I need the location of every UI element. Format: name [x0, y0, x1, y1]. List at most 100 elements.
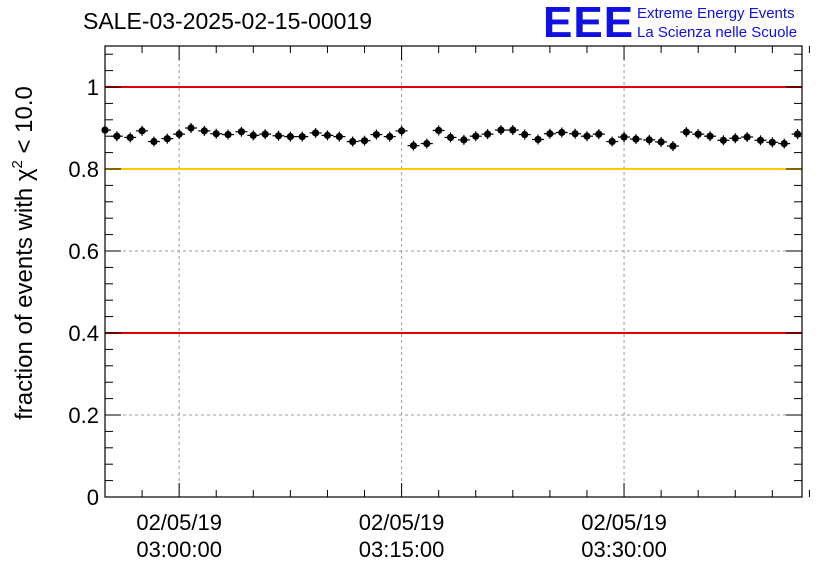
- data-point: [296, 131, 309, 142]
- data-point: [432, 125, 445, 136]
- data-point-marker: [126, 133, 134, 142]
- data-point: [147, 136, 160, 147]
- data-point: [580, 131, 593, 142]
- data-point: [494, 125, 507, 136]
- data-point-marker: [472, 132, 480, 140]
- data-point: [791, 129, 802, 140]
- data-point: [543, 128, 556, 139]
- data-point-marker: [460, 136, 468, 144]
- y-axis-label: fraction of events with χ2 < 10.0: [9, 86, 38, 420]
- x-tick-label-date: 02/05/19: [581, 510, 667, 535]
- data-point-marker: [237, 128, 246, 136]
- data-point-marker: [571, 130, 579, 138]
- data-point-marker: [546, 130, 554, 138]
- logo-line-2: La Scienza nelle Scuole: [637, 24, 798, 41]
- data-point-marker: [608, 137, 616, 146]
- data-point-marker: [212, 130, 220, 138]
- data-point: [729, 133, 742, 144]
- data-point: [717, 135, 730, 146]
- data-point: [395, 125, 408, 136]
- data-point-marker: [200, 127, 208, 135]
- data-point: [606, 136, 619, 147]
- data-point-marker: [261, 130, 269, 138]
- data-point: [198, 125, 211, 136]
- x-tick-label-time: 03:15:00: [359, 537, 445, 562]
- data-point-marker: [175, 130, 183, 138]
- data-point: [309, 127, 322, 138]
- data-point-marker: [497, 126, 505, 134]
- x-tick-label-time: 03:30:00: [581, 537, 667, 562]
- data-point: [272, 130, 285, 141]
- data-point-marker: [274, 132, 283, 140]
- data-point: [346, 136, 359, 147]
- data-point-marker: [249, 131, 257, 139]
- data-point: [333, 131, 346, 142]
- data-point: [247, 130, 260, 141]
- data-point: [383, 131, 396, 142]
- data-point: [284, 131, 297, 142]
- x-tick-label-time: 03:00:00: [136, 537, 222, 562]
- data-point: [457, 134, 470, 145]
- data-point: [321, 130, 334, 141]
- data-point: [754, 135, 767, 146]
- chart-title: SALE-03-2025-02-15-00019: [83, 8, 372, 34]
- data-point-marker: [669, 142, 677, 150]
- data-point: [629, 134, 642, 145]
- x-tick-label-date: 02/05/19: [136, 510, 222, 535]
- grid-lines: [105, 46, 802, 497]
- data-point-marker: [632, 135, 640, 143]
- data-point-marker: [224, 130, 232, 139]
- data-point-marker: [645, 136, 653, 144]
- data-point-marker: [793, 130, 802, 138]
- data-point-marker: [163, 135, 171, 143]
- data-point-marker: [620, 133, 628, 141]
- data-point-marker: [397, 127, 406, 135]
- data-point: [370, 129, 383, 140]
- data-point-marker: [138, 127, 146, 135]
- tick-labels: 00.20.40.60.8102/05/1903:00:0002/05/1903…: [68, 75, 666, 562]
- data-point: [741, 132, 754, 143]
- data-point: [407, 140, 420, 151]
- data-point: [569, 128, 582, 139]
- data-point: [259, 129, 272, 140]
- data-point: [185, 123, 198, 133]
- data-point: [110, 131, 123, 142]
- data-point: [124, 132, 137, 143]
- data-point: [469, 131, 482, 142]
- data-point-marker: [484, 130, 492, 138]
- data-point: [222, 129, 235, 140]
- data-point-marker: [731, 134, 739, 142]
- data-point: [592, 129, 605, 140]
- data-point-marker: [768, 138, 776, 146]
- data-point-marker: [682, 128, 690, 136]
- data-point: [235, 126, 248, 137]
- data-point-marker: [435, 126, 443, 135]
- data-point-marker: [386, 133, 394, 141]
- data-point-marker: [780, 139, 788, 148]
- data-point: [666, 141, 679, 152]
- x-tick-label-date: 02/05/19: [359, 510, 445, 535]
- data-point-marker: [187, 124, 195, 132]
- data-point-marker: [311, 129, 320, 137]
- y-tick-label: 0.4: [68, 321, 99, 346]
- y-tick-label: 0.2: [68, 403, 99, 428]
- data-point-marker: [335, 133, 343, 141]
- y-tick-label: 0.6: [68, 239, 99, 264]
- data-point-marker: [534, 135, 542, 144]
- data-point-marker: [409, 142, 418, 150]
- data-point-marker: [150, 137, 158, 146]
- data-point-marker: [298, 133, 306, 141]
- data-points: [101, 123, 802, 152]
- data-point-marker: [694, 130, 702, 138]
- data-point-marker: [349, 137, 357, 146]
- data-point-marker: [360, 137, 369, 145]
- data-point: [420, 138, 433, 149]
- plot-frame: [104, 45, 803, 498]
- data-point-marker: [719, 136, 728, 144]
- data-point: [210, 128, 223, 139]
- eee-logo: EEE: [543, 0, 635, 47]
- data-point: [555, 127, 568, 138]
- data-point: [643, 134, 656, 145]
- data-point: [161, 133, 174, 144]
